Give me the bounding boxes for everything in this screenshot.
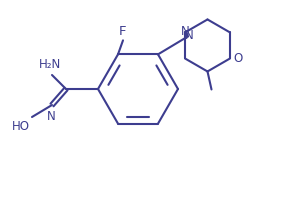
Text: F: F [119, 25, 127, 38]
Text: O: O [233, 52, 242, 65]
Text: N: N [47, 110, 55, 123]
Text: N: N [180, 25, 189, 38]
Text: HO: HO [12, 120, 30, 133]
Text: H₂N: H₂N [39, 58, 61, 71]
Text: N: N [184, 29, 193, 42]
